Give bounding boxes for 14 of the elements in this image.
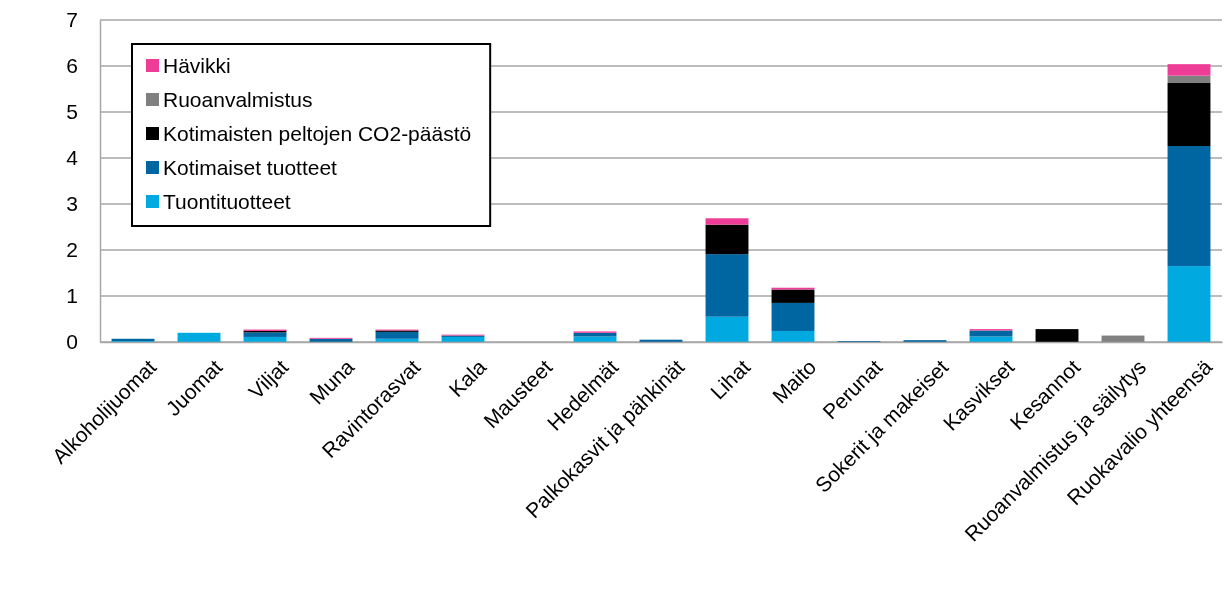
legend-label: Ruoanvalmistus (163, 88, 313, 112)
y-tick-label: 5 (66, 100, 78, 124)
y-tick-label: 6 (66, 54, 78, 78)
y-tick-label: 1 (66, 284, 78, 308)
x-tick-label: Viljat (244, 354, 293, 404)
y-tick-label: 0 (66, 330, 78, 354)
legend-label: Hävikki (163, 54, 231, 78)
y-tick-label: 4 (66, 146, 79, 170)
y-tick-label: 2 (66, 238, 78, 262)
y-tick-label: 7 (66, 8, 78, 32)
legend-label: Kotimaisten peltojen CO2-päästö (163, 122, 472, 146)
legend-label: Kotimaiset tuotteet (163, 156, 338, 180)
legend-label: Tuontituotteet (163, 190, 291, 214)
y-tick-label: 3 (66, 192, 78, 216)
